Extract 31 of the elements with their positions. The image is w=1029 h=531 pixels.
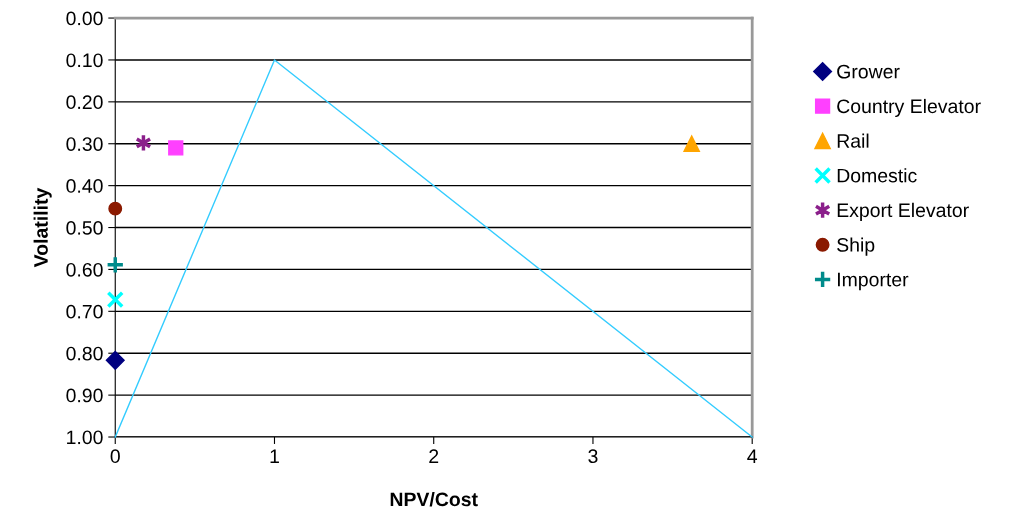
y-tick-label: 0.20 (66, 95, 103, 110)
y-tick-label: 0.00 (66, 11, 103, 26)
y-tick-label: 0.10 (66, 53, 103, 68)
legend-label: Export Elevator (837, 202, 969, 221)
y-tick-label: 0.90 (66, 388, 103, 403)
legend-label: Domestic (837, 168, 917, 183)
point (105, 350, 125, 370)
legend-label: Ship (837, 237, 875, 256)
x-tick-label: 0 (110, 449, 120, 464)
y-tick-label: 0.60 (66, 262, 103, 277)
x-tick-label: 1 (270, 449, 279, 463)
x-tick-label: 4 (747, 449, 758, 463)
legend-label: Rail (837, 133, 869, 148)
y-tick-label: 1.00 (67, 430, 103, 445)
legend-label: Country Elevator (837, 98, 981, 118)
legend-label: Importer (838, 272, 909, 291)
y-tick-label: 0.40 (66, 179, 103, 193)
point (168, 140, 184, 156)
legend-label: Grower (837, 64, 900, 79)
y-tick-label: 0.30 (66, 137, 103, 151)
point (683, 135, 701, 153)
y-tick-label: 0.80 (66, 346, 103, 361)
x-tick-label: 2 (429, 449, 439, 463)
y-tick-label: 0.50 (66, 221, 103, 235)
y-tick-label: 0.70 (66, 304, 103, 319)
x-tick-label: 3 (588, 449, 598, 464)
x-axis-title: NPV/Cost (390, 491, 478, 507)
point (108, 201, 123, 216)
point (106, 290, 124, 309)
point (105, 255, 125, 275)
y-axis-title: Volatility (33, 187, 52, 268)
